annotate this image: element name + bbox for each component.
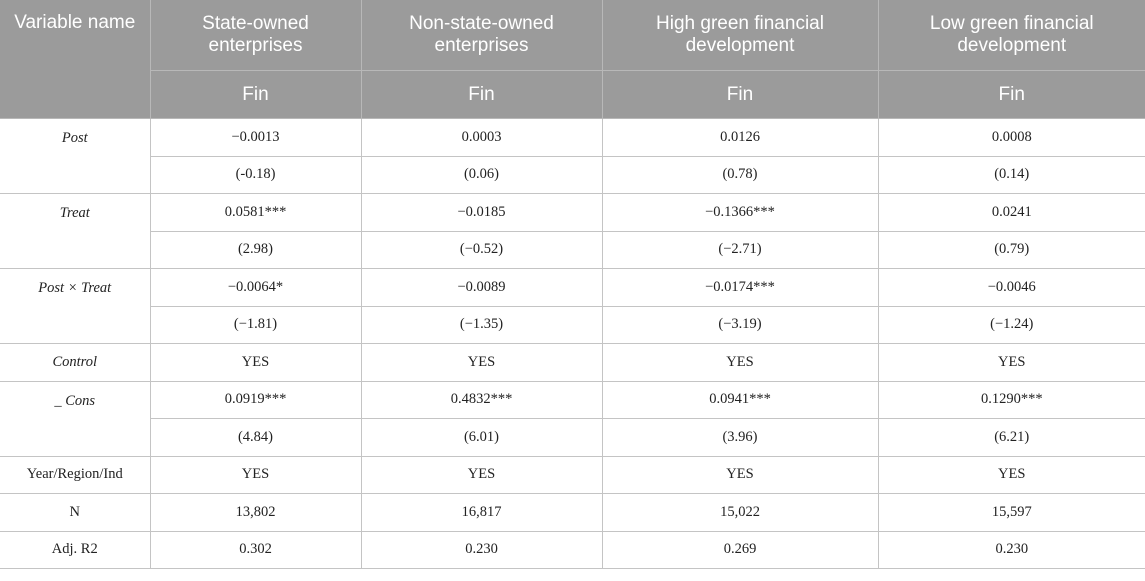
row-label-treat: Treat [0,193,151,269]
cell: 0.0581*** [149,193,362,232]
cell: (0.14) [877,155,1145,194]
cell: 15,022 [601,493,879,532]
cell: (-0.18) [150,155,362,194]
cell: 0.230 [877,530,1145,569]
cell: 0.0008 [877,118,1145,157]
cell: (6.21) [877,418,1145,457]
row-label-post-treat: Post × Treat [0,268,151,344]
cell: YES [360,455,603,494]
header-state-owned: State-owned enterprises [150,0,362,71]
cell: (−1.24) [877,305,1145,344]
cell: (0.06) [360,155,603,194]
header-row: Variable name State-owned enterprises No… [0,0,1145,119]
cell: YES [877,455,1145,494]
cell: (−1.81) [150,305,362,344]
cell: 0.0003 [360,118,603,157]
table-row: Year/Region/Ind YES YES YES YES [0,455,1145,494]
cell: (−2.71) [601,230,879,269]
regression-table: Variable name State-owned enterprises No… [0,0,1145,569]
cell: YES [601,343,879,382]
table-row: _ Cons 0.0919*** 0.4832*** 0.0941*** 0.1… [0,380,1145,457]
table-row: (−1.81) (−1.35) (−3.19) (−1.24) [0,305,1145,344]
cell: 0.1290*** [877,380,1145,419]
cell: YES [601,455,879,494]
header-non-state-owned: Non-state-owned enterprises [361,0,603,71]
subheader-fin-3: Fin [602,70,879,119]
row-label-cons: _ Cons [0,380,151,457]
cell: 0.0126 [601,118,879,157]
cell: −0.0013 [149,118,362,157]
cell: (−0.52) [360,230,603,269]
subheader-fin-2: Fin [361,70,603,119]
row-label-control: Control [0,343,151,382]
cell: 0.230 [360,530,603,569]
table-row: N 13,802 16,817 15,022 15,597 [0,493,1145,532]
cell: (2.98) [150,230,362,269]
table-row: Treat 0.0581*** −0.0185 −0.1366*** 0.024… [0,193,1145,269]
header-low-green: Low green financial development [878,0,1145,71]
table-row: Post −0.0013 0.0003 0.0126 0.0008 [0,118,1145,194]
subheader-row: Fin Fin Fin Fin [0,70,1145,119]
row-label-post: Post [0,118,151,194]
cell: YES [149,343,362,382]
cell: (6.01) [360,418,603,457]
table-row: Control YES YES YES YES [0,343,1145,382]
cell: (0.78) [601,155,879,194]
cell: −0.0046 [877,268,1145,307]
header-variable-name: Variable name [0,0,151,119]
cell: 0.0919*** [149,380,362,419]
cell: −0.0089 [360,268,603,307]
cell: (3.96) [601,418,879,457]
row-label-fixed-effects: Year/Region/Ind [0,455,151,494]
table-row: (2.98) (−0.52) (−2.71) (0.79) [0,230,1145,269]
cell: 0.302 [149,530,362,569]
cell: 0.4832*** [360,380,603,419]
cell: 0.0241 [877,193,1145,232]
row-label-adj-r2: Adj. R2 [0,530,151,569]
cell: YES [360,343,603,382]
cell: (−3.19) [601,305,879,344]
cell: 16,817 [360,493,603,532]
cell: 0.0941*** [601,380,879,419]
cell: 15,597 [877,493,1145,532]
cell: YES [877,343,1145,382]
cell: (0.79) [877,230,1145,269]
table-row: Adj. R2 0.302 0.230 0.269 0.230 [0,530,1145,569]
table-row: (-0.18) (0.06) (0.78) (0.14) [0,155,1145,194]
cell: 0.269 [601,530,879,569]
row-label-n: N [0,493,151,532]
table-row: (4.84) (6.01) (3.96) (6.21) [0,418,1145,457]
cell: −0.0174*** [601,268,879,307]
table-row: Post × Treat −0.0064* −0.0089 −0.0174***… [0,268,1145,344]
cell: −0.1366*** [601,193,879,232]
subheader-fin-1: Fin [150,70,362,119]
header-high-green: High green financial development [602,0,879,71]
cell: (−1.35) [360,305,603,344]
cell: 13,802 [149,493,362,532]
subheader-fin-4: Fin [878,70,1145,119]
cell: (4.84) [150,418,362,457]
cell: −0.0064* [149,268,362,307]
cell: YES [149,455,362,494]
cell: −0.0185 [360,193,603,232]
